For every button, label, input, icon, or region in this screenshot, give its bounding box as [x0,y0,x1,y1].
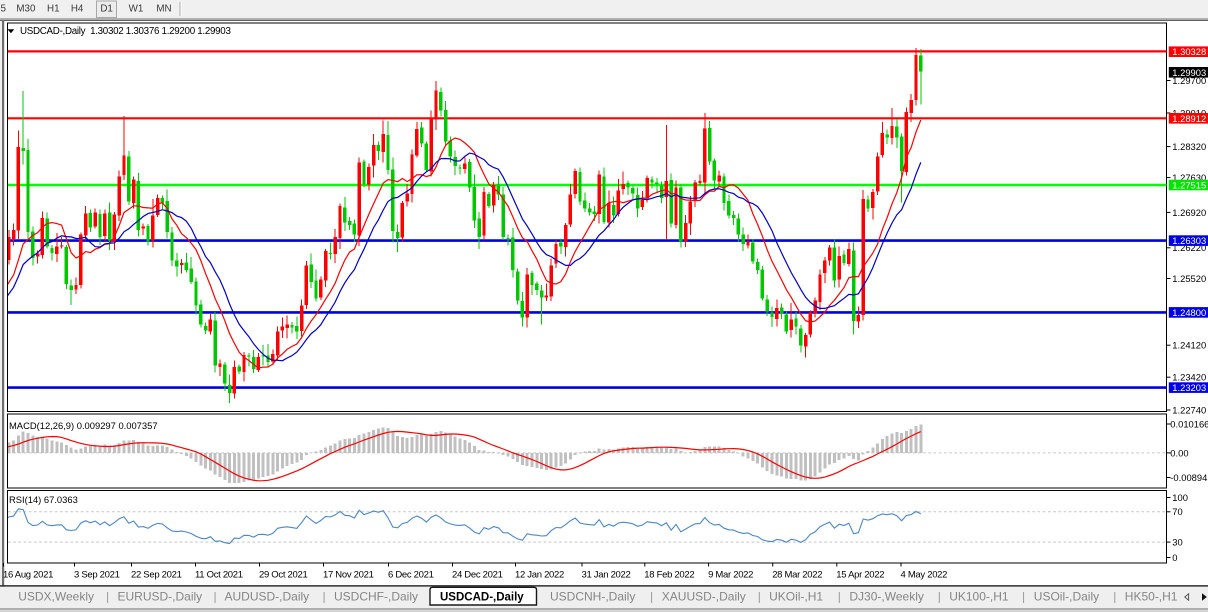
svg-text:6 Dec 2021: 6 Dec 2021 [388,570,434,581]
svg-text:24 Dec 2021: 24 Dec 2021 [452,570,503,581]
svg-text:1.26920: 1.26920 [1172,207,1206,218]
svg-text:UKOil-,H1: UKOil-,H1 [769,590,823,604]
svg-text:100: 100 [1172,492,1188,503]
svg-text:|: | [758,590,761,604]
svg-text:1.29903: 1.29903 [1172,67,1206,78]
svg-text:5: 5 [1,4,7,15]
svg-text:|: | [650,590,653,604]
svg-text:|: | [214,590,217,604]
svg-text:|: | [838,590,841,604]
svg-text:M30: M30 [16,4,36,15]
svg-text:1.29700: 1.29700 [1172,75,1206,86]
svg-text:70: 70 [1172,506,1182,517]
svg-text:D1: D1 [100,4,113,15]
svg-text:USDCAD-,Daily 1.30302 1.30376: USDCAD-,Daily 1.30302 1.30376 1.29200 1.… [20,26,231,37]
svg-text:USOil-,Daily: USOil-,Daily [1034,590,1099,604]
svg-text:4 May 2022: 4 May 2022 [901,570,948,581]
svg-text:1.29010: 1.29010 [1172,107,1206,118]
svg-text:31 Jan 2022: 31 Jan 2022 [582,570,631,581]
svg-text:|: | [1113,590,1116,604]
svg-text:1.23203: 1.23203 [1172,382,1206,393]
svg-text:1.26303: 1.26303 [1172,235,1206,246]
svg-text:AUDUSD-,Daily: AUDUSD-,Daily [225,590,310,604]
svg-text:USDCHF-,Daily: USDCHF-,Daily [334,590,418,604]
svg-text:1.23420: 1.23420 [1172,372,1206,383]
svg-text:1.30328: 1.30328 [1172,46,1206,57]
svg-text:MN: MN [156,4,171,15]
svg-text:15 Apr 2022: 15 Apr 2022 [836,570,884,581]
svg-text:1.22740: 1.22740 [1172,404,1206,415]
svg-text:EURUSD-,Daily: EURUSD-,Daily [118,590,203,604]
svg-text:MACD(12,26,9) 0.009297 0.00735: MACD(12,26,9) 0.009297 0.007357 [9,420,158,431]
svg-text:0.010166: 0.010166 [1170,418,1208,429]
svg-text:USDCAD-,Daily: USDCAD-,Daily [440,592,524,604]
svg-text:16 Aug 2021: 16 Aug 2021 [3,570,53,581]
svg-text:29 Oct 2021: 29 Oct 2021 [259,570,307,581]
svg-text:12 Jan 2022: 12 Jan 2022 [515,570,564,581]
svg-text:1.28320: 1.28320 [1172,141,1206,152]
svg-text:11 Oct 2021: 11 Oct 2021 [195,570,243,581]
svg-text:H4: H4 [71,4,84,15]
svg-text:|: | [323,590,326,604]
svg-text:1.27515: 1.27515 [1172,180,1206,191]
svg-text:UK100-,H1: UK100-,H1 [949,590,1009,604]
svg-text:1.28912: 1.28912 [1172,113,1206,124]
svg-text:XAUUSD-,Daily: XAUUSD-,Daily [662,590,746,604]
svg-text:3 Sep 2021: 3 Sep 2021 [74,570,120,581]
svg-text:30: 30 [1172,537,1182,548]
svg-text:-0.00894: -0.00894 [1170,472,1207,483]
svg-text:HK50-,H1: HK50-,H1 [1125,590,1178,604]
svg-text:0.00: 0.00 [1170,447,1188,458]
svg-text:0: 0 [1172,552,1177,563]
svg-text:1.25520: 1.25520 [1172,273,1206,284]
svg-text:1.24120: 1.24120 [1172,340,1206,351]
svg-text:28 Mar 2022: 28 Mar 2022 [772,570,822,581]
svg-text:9 Mar 2022: 9 Mar 2022 [708,570,753,581]
svg-text:|: | [106,590,109,604]
svg-text:USDCNH-,Daily: USDCNH-,Daily [550,590,635,604]
svg-text:1.24800: 1.24800 [1172,307,1206,318]
svg-text:22 Sep 2021: 22 Sep 2021 [131,570,182,581]
svg-text:DJ30-,Weekly: DJ30-,Weekly [849,590,923,604]
svg-text:17 Nov 2021: 17 Nov 2021 [323,570,374,581]
svg-text:|: | [938,590,941,604]
svg-text:|: | [1022,590,1025,604]
svg-text:USDX,Weekly: USDX,Weekly [18,590,94,604]
svg-text:W1: W1 [129,4,144,15]
svg-text:18 Feb 2022: 18 Feb 2022 [644,570,694,581]
svg-text:1.27630: 1.27630 [1172,172,1206,183]
svg-text:H1: H1 [47,4,60,15]
svg-text:RSI(14) 67.0363: RSI(14) 67.0363 [9,494,78,505]
svg-text:1.26220: 1.26220 [1172,242,1206,253]
